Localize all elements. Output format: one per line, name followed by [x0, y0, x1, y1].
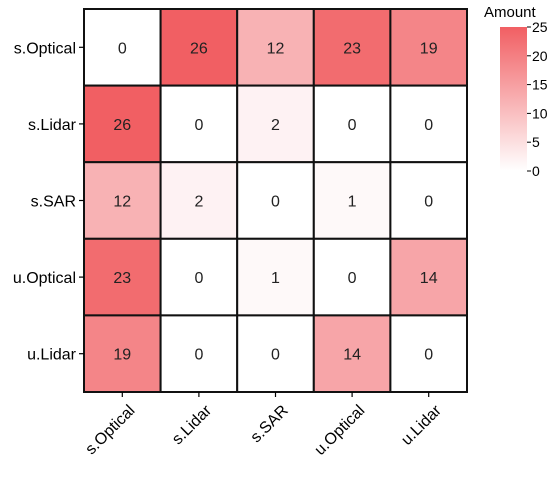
cell-value-label: 0	[348, 117, 357, 134]
legend-tick-label: 5	[532, 134, 540, 150]
legend-tick-label: 20	[532, 48, 548, 64]
cell-value-label: 0	[424, 347, 433, 364]
cell-value-label: 1	[271, 270, 280, 287]
y-axis-tick-labels: s.Optical s.Lidar s.SAR u.Optical u.Lidar	[13, 40, 84, 364]
x-tick-label: u.Lidar	[398, 402, 445, 449]
heatmap-cell	[159, 8, 239, 87]
cell-value-label: 0	[424, 117, 433, 134]
heatmap-cell	[159, 314, 239, 393]
heatmap-cell-labels: 0 26 12 23 19 26 0 2 0 0 12 2 0 1 0 23 0 1 0 14 19 0 0 14 0	[113, 40, 437, 363]
heatmap-cells	[83, 8, 468, 393]
cell-value-label: 0	[348, 270, 357, 287]
heatmap-cell	[236, 237, 315, 317]
heatmap-cell	[389, 237, 468, 317]
cell-value-label: 14	[420, 270, 438, 287]
legend-tick-label: 25	[532, 19, 548, 35]
y-tick-label: s.SAR	[31, 194, 76, 211]
x-tick-label: s.Optical	[82, 402, 138, 458]
legend-tick-label: 10	[532, 105, 548, 121]
cell-value-label: 23	[343, 40, 361, 57]
y-tick-label: u.Lidar	[27, 347, 77, 364]
legend-color-bar	[500, 27, 527, 171]
cell-value-label: 0	[194, 117, 203, 134]
cell-value-label: 0	[194, 347, 203, 364]
legend-tick-label: 15	[532, 77, 548, 93]
heatmap-cell	[389, 84, 468, 164]
x-tick-label: s.SAR	[248, 402, 292, 446]
color-legend: Amount 0 5 10 15 20 25	[484, 4, 548, 179]
legend-tick-label: 0	[532, 163, 540, 179]
cell-value-label: 12	[113, 194, 131, 211]
y-tick-label: u.Optical	[13, 270, 76, 287]
y-tick-label: s.Lidar	[28, 117, 77, 134]
heatmap-cell	[312, 161, 392, 240]
cell-value-label: 12	[267, 40, 285, 57]
cell-value-label: 0	[424, 194, 433, 211]
cell-value-label: 26	[113, 117, 131, 134]
heatmap-cell	[159, 161, 239, 240]
heatmap-cell	[159, 237, 239, 317]
x-tick-label: s.Lidar	[169, 402, 215, 448]
cell-value-label: 0	[271, 347, 280, 364]
cell-value-label: 19	[420, 40, 438, 57]
cell-value-label: 1	[348, 194, 357, 211]
heatmap-cell	[236, 84, 315, 164]
heatmap-cell	[312, 237, 392, 317]
x-tick-label: u.Optical	[312, 402, 369, 459]
heatmap-cell	[83, 314, 162, 393]
legend-title: Amount	[484, 4, 537, 21]
cell-value-label: 0	[118, 40, 127, 57]
heatmap-cell	[236, 314, 315, 393]
cell-value-label: 26	[190, 40, 208, 57]
y-tick-label: s.Optical	[14, 40, 76, 57]
x-axis-tick-labels: s.Optical s.Lidar s.SAR u.Optical u.Lidar	[82, 392, 445, 459]
cell-value-label: 0	[194, 270, 203, 287]
cell-value-label: 14	[343, 347, 361, 364]
cell-value-label: 19	[113, 347, 131, 364]
legend-ticks: 0 5 10 15 20 25	[527, 19, 548, 179]
cell-value-label: 0	[271, 194, 280, 211]
cell-value-label: 23	[113, 270, 131, 287]
cell-value-label: 2	[271, 117, 280, 134]
cell-value-label: 2	[194, 194, 203, 211]
